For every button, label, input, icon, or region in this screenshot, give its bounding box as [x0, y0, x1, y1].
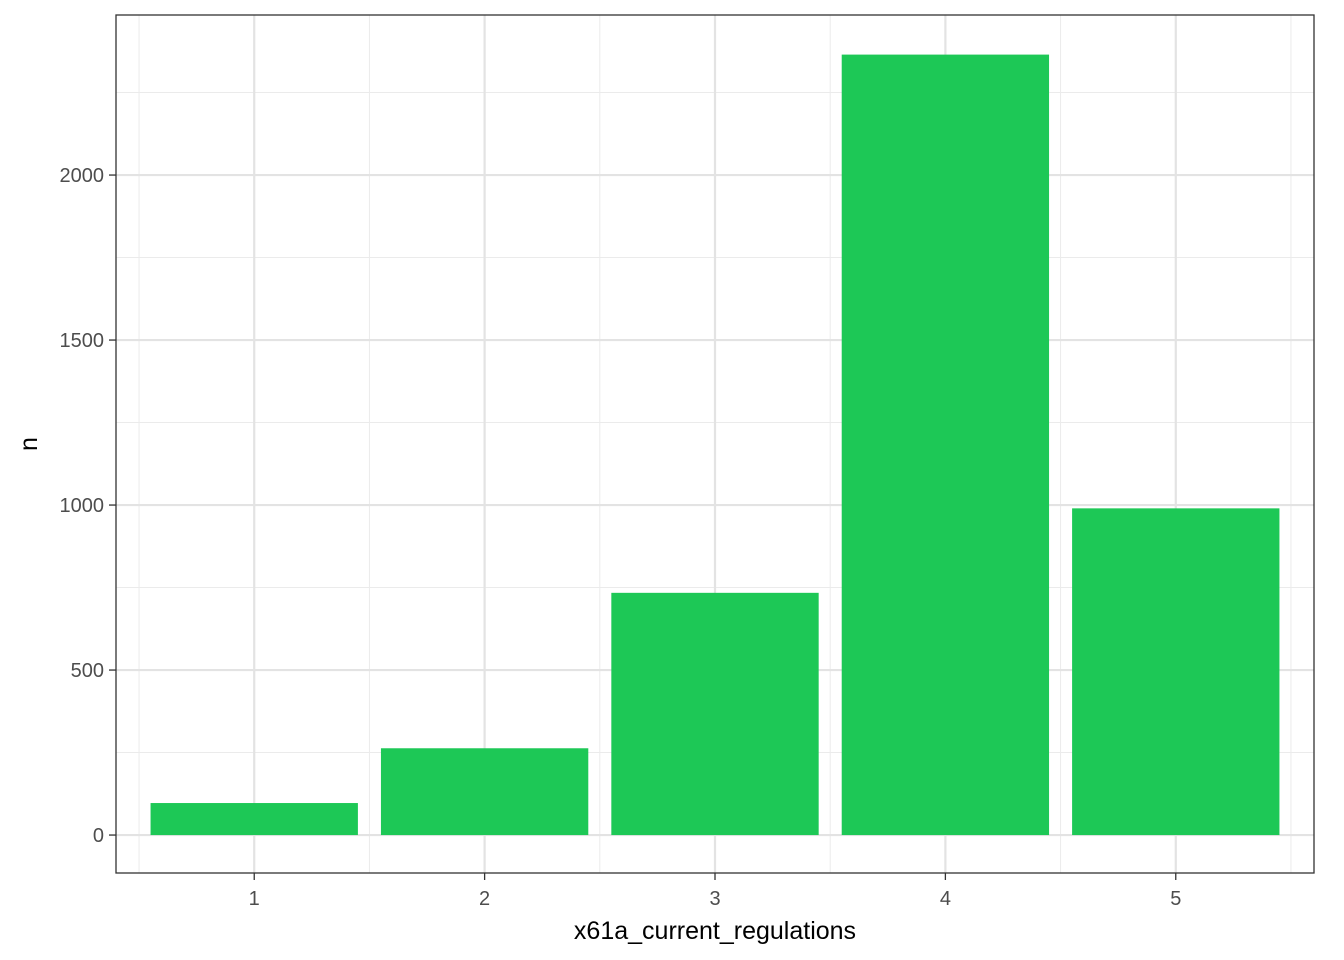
y-tick-label: 1500	[60, 330, 105, 352]
bars	[150, 54, 1280, 836]
x-tick-label: 2	[479, 888, 490, 910]
y-tick-label: 2000	[60, 165, 105, 187]
y-tick-label: 500	[71, 660, 104, 682]
x-tick-label: 5	[1170, 888, 1181, 910]
x-axis: 1 2 3 4 5	[249, 873, 1181, 910]
bar-3	[611, 592, 819, 836]
x-tick-label: 3	[709, 888, 720, 910]
y-tick-label: 1000	[60, 495, 105, 517]
bar-2	[380, 748, 589, 836]
bar-5	[1072, 508, 1280, 836]
x-axis-title: x61a_current_regulations	[574, 917, 856, 945]
y-axis-title: n	[15, 437, 43, 451]
x-tick-label: 4	[940, 888, 951, 910]
bar-1	[150, 803, 358, 836]
y-tick-label: 0	[93, 825, 104, 847]
bar-4	[841, 54, 1050, 836]
x-tick-label: 1	[249, 888, 260, 910]
y-axis: 0 500 1000 1500 2000	[60, 165, 116, 847]
